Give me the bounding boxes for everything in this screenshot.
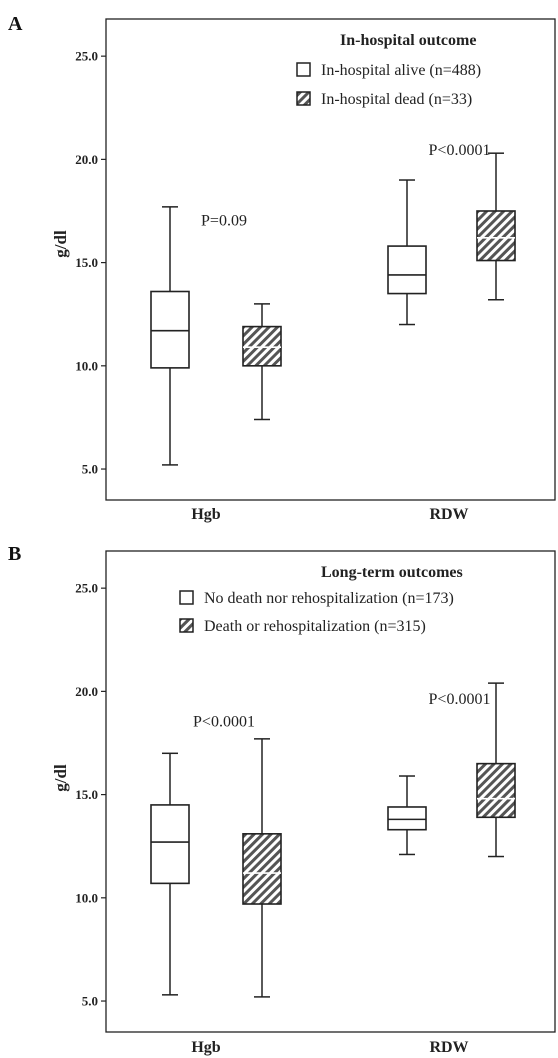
panel-b-y-ticks: 5.0 10.0 15.0 20.0 25.0 bbox=[75, 581, 106, 1009]
panel-a-legend-title: In-hospital outcome bbox=[340, 32, 476, 49]
panel-b-category-rdw: RDW bbox=[429, 1039, 468, 1056]
panel-a: A g/dl 5.0 10.0 15.0 20.0 25.0 P=0.09 P<0.000… bbox=[8, 13, 556, 523]
panel-a-y-tick-label: 25.0 bbox=[75, 49, 98, 64]
panel-b-legend-swatch-hatched bbox=[179, 618, 194, 633]
panel-a-y-tick-label: 5.0 bbox=[82, 462, 98, 477]
panel-a-rdw-hatched-box bbox=[476, 210, 516, 262]
panel-b-legend-label-death: Death or rehospitalization (n=315) bbox=[204, 618, 426, 635]
panel-b-pvalue-rdw: P<0.0001 bbox=[429, 691, 491, 708]
panel-b-y-tick-label: 15.0 bbox=[75, 787, 98, 802]
panel-a-y-axis-label: g/dl bbox=[51, 230, 70, 258]
panel-a-hgb-open-box bbox=[150, 290, 190, 369]
panel-b-legend-swatch-open bbox=[179, 590, 194, 605]
panel-a-legend-swatch-open bbox=[296, 62, 311, 77]
panel-b-rdw-hatched-box bbox=[476, 762, 516, 819]
panel-a-boxes bbox=[150, 152, 516, 466]
panel-a-y-tick-label: 20.0 bbox=[75, 152, 98, 167]
panel-b-hgb-hatched-box bbox=[242, 833, 282, 905]
panel-a-category-hgb: Hgb bbox=[191, 506, 220, 523]
panel-b-y-tick-label: 25.0 bbox=[75, 581, 98, 596]
panel-a-y-tick-label: 15.0 bbox=[75, 255, 98, 270]
panel-a-legend-label-alive: In-hospital alive (n=488) bbox=[321, 62, 481, 79]
panel-b-y-tick-label: 10.0 bbox=[75, 890, 98, 905]
panel-b-legend-title: Long-term outcomes bbox=[321, 564, 463, 581]
panel-b-y-tick-label: 5.0 bbox=[82, 994, 98, 1009]
panel-b-pvalue-hgb: P<0.0001 bbox=[193, 713, 255, 730]
panel-a-label: A bbox=[8, 13, 23, 35]
panel-a-plot-frame bbox=[105, 18, 556, 501]
panel-a-y-tick-label: 10.0 bbox=[75, 358, 98, 373]
panel-a-pvalues: P=0.09 P<0.0001 bbox=[201, 142, 490, 229]
panel-b-pvalues: P<0.0001 P<0.0001 bbox=[193, 691, 490, 731]
panel-b-y-tick-label: 20.0 bbox=[75, 684, 98, 699]
panel-b-hgb-open-box bbox=[150, 804, 190, 885]
panel-a-rdw-open-box bbox=[387, 245, 427, 295]
panel-a-legend: In-hospital outcome In-hospital alive (n… bbox=[296, 32, 481, 108]
panel-b-boxes bbox=[150, 682, 516, 998]
panel-a-hgb-hatched-box bbox=[242, 325, 282, 367]
panel-b-legend-label-no-death: No death nor rehospitalization (n=173) bbox=[204, 590, 454, 607]
panel-a-pvalue-hgb: P=0.09 bbox=[201, 212, 247, 229]
panel-b-label: B bbox=[8, 543, 21, 565]
panel-a-legend-label-dead: In-hospital dead (n=33) bbox=[321, 91, 472, 108]
panel-a-category-rdw: RDW bbox=[429, 506, 468, 523]
panel-a-pvalue-rdw: P<0.0001 bbox=[429, 142, 491, 159]
panel-a-legend-swatch-hatched bbox=[296, 91, 311, 106]
panel-b-rdw-open-box bbox=[387, 806, 427, 831]
panel-a-y-ticks: 5.0 10.0 15.0 20.0 25.0 bbox=[75, 49, 106, 477]
panel-b-legend: Long-term outcomes No death nor rehospit… bbox=[179, 564, 463, 635]
panel-b-plot-frame bbox=[105, 550, 556, 1033]
panel-b: B g/dl 5.010.015.020.025.0 P<0.0001P<0.0… bbox=[8, 543, 556, 1056]
panel-b-category-hgb: Hgb bbox=[191, 1039, 220, 1056]
panel-b-y-axis-label: g/dl bbox=[51, 764, 70, 792]
